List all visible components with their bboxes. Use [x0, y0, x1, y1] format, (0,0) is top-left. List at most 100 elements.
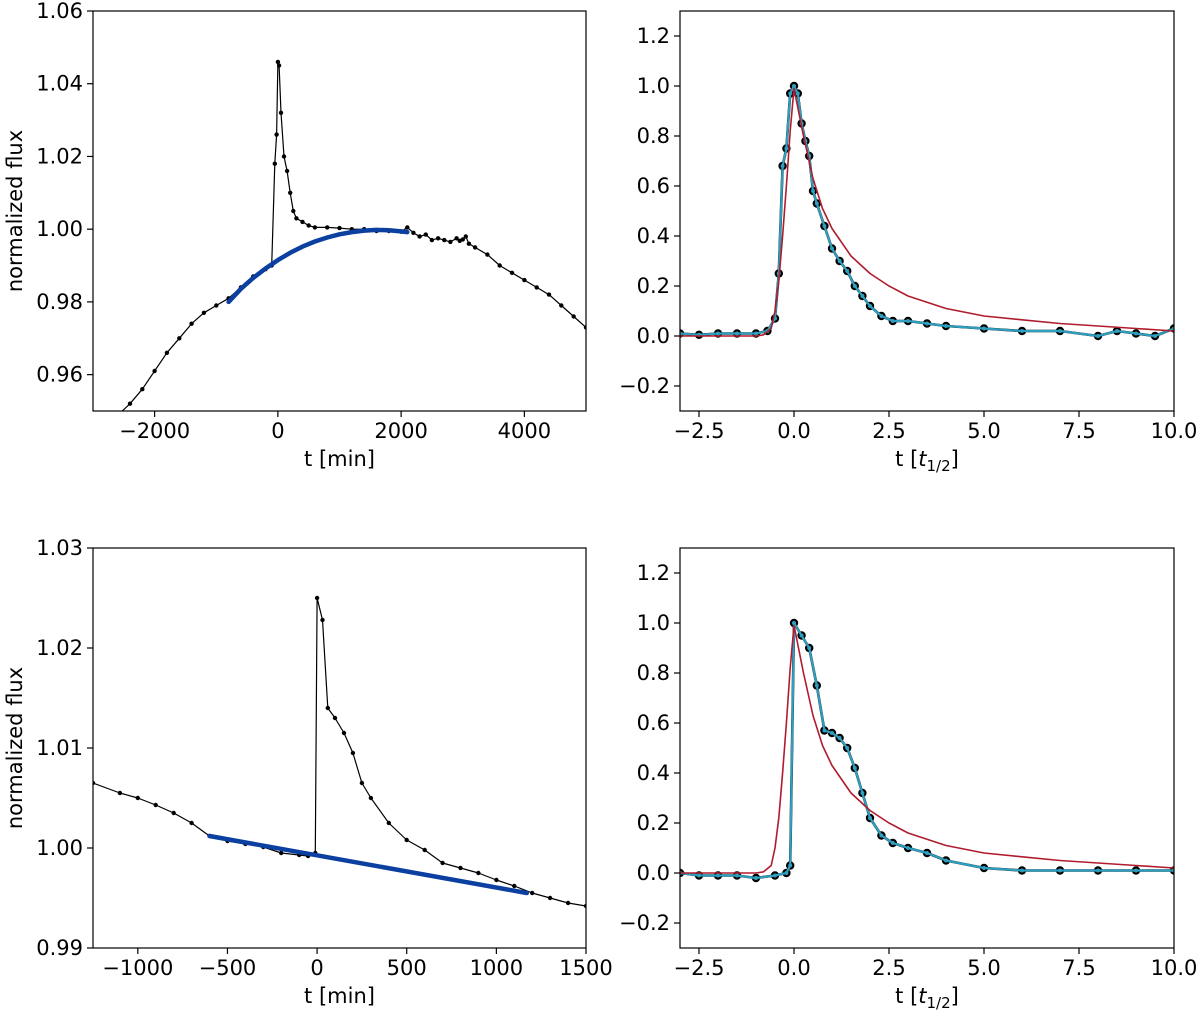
data-point — [386, 820, 391, 826]
data-point — [405, 225, 410, 230]
smoothed-point — [837, 259, 842, 263]
data-point — [512, 883, 517, 889]
smoothed-point — [1096, 334, 1100, 338]
x-axis-label: t [min] — [304, 984, 375, 1008]
data-point — [274, 132, 279, 137]
y-tick-label: 0.6 — [637, 174, 670, 198]
series-data — [680, 84, 1174, 338]
data-point — [284, 168, 290, 174]
smoothed-point — [1020, 329, 1024, 333]
data-point — [417, 234, 422, 239]
data-point — [300, 219, 305, 225]
smoothed-point — [1115, 329, 1119, 333]
data-point — [127, 401, 133, 406]
data-point — [153, 802, 158, 808]
data-point — [547, 895, 553, 901]
data-point — [140, 387, 145, 392]
smoothed-point — [1020, 868, 1024, 873]
smoothed-point — [906, 319, 910, 323]
x-tick-label: 2.5 — [872, 419, 905, 443]
y-axis-label: normalized flux — [3, 130, 27, 292]
x-tick-label: 0 — [271, 419, 284, 443]
smoothed-point — [830, 246, 834, 251]
data-point — [368, 795, 374, 801]
data-point — [112, 416, 116, 420]
data-point — [454, 236, 459, 241]
smoothed-point — [982, 866, 986, 870]
data-point — [272, 161, 277, 166]
data-point — [522, 277, 527, 283]
data-point — [152, 368, 157, 374]
smoothed-point — [890, 319, 895, 323]
smoothed-point — [925, 321, 929, 326]
x-axis-label: t [t1/2] — [895, 984, 959, 1012]
data-point — [337, 225, 342, 231]
data-point — [332, 715, 338, 721]
data-point — [164, 350, 170, 355]
data-point — [214, 303, 219, 308]
x-tick-label: −2.5 — [674, 956, 725, 980]
y-tick-label: 0.0 — [637, 861, 670, 885]
y-tick-label: 1.02 — [36, 144, 83, 168]
data-point — [320, 617, 325, 623]
smoothed-point — [792, 621, 796, 625]
series-smoothed — [680, 84, 1174, 338]
data-point — [314, 595, 320, 601]
data-point — [546, 292, 552, 297]
panel-top-right: −2.5 0.0 2.5 5.0 7.5 10.0 −0.2 0.0 0.2 0.4 0.6 0.8 1… — [619, 10, 1197, 475]
data-point — [278, 110, 284, 116]
data-point — [279, 850, 284, 856]
data-point — [411, 230, 416, 235]
data-point — [458, 865, 463, 871]
y-tick-label: 1.0 — [637, 74, 670, 98]
smoothed-point — [879, 833, 884, 838]
data-point — [312, 225, 318, 230]
y-tick-label: 0.98 — [36, 290, 83, 314]
data-point — [404, 837, 409, 843]
smoothed-point — [982, 326, 986, 331]
series-flare-template — [680, 624, 1174, 874]
data-point — [325, 705, 330, 711]
smoothed-point — [784, 871, 789, 875]
data-point — [341, 730, 347, 736]
x-tick-label: 10.0 — [1151, 956, 1198, 980]
smoothed-point — [906, 846, 910, 850]
data-point — [189, 321, 194, 326]
y-tick-label: 1.02 — [36, 636, 83, 660]
data-point — [201, 310, 207, 315]
axes-frame — [679, 10, 1175, 412]
smoothed-point — [852, 284, 857, 288]
smoothed-point — [716, 331, 720, 336]
x-tick-label: −500 — [199, 956, 257, 980]
y-tick-label: 1.03 — [36, 536, 83, 560]
y-tick-label: −0.2 — [619, 374, 670, 398]
smoothed-point — [799, 633, 804, 638]
smoothed-point — [1096, 868, 1100, 873]
x-axis-label: t [t1/2] — [895, 447, 959, 475]
smoothed-point — [879, 314, 884, 318]
smoothed-point — [814, 201, 819, 206]
smoothed-point — [868, 304, 872, 308]
y-tick-label: −0.2 — [619, 911, 670, 935]
data-point — [565, 900, 571, 906]
smoothed-point — [735, 873, 739, 878]
data-point — [472, 245, 478, 250]
y-tick-label: 0.96 — [36, 363, 83, 387]
data-point — [571, 314, 576, 319]
smoothed-point — [860, 294, 865, 298]
data-point — [559, 303, 564, 308]
data-point — [460, 237, 465, 242]
smoothed-point — [811, 189, 815, 193]
data-point — [294, 216, 299, 221]
data-point — [442, 237, 447, 243]
x-tick-label: 5.0 — [967, 956, 1000, 980]
smoothed-point — [845, 746, 850, 750]
smoothed-point — [773, 873, 777, 878]
data-point — [276, 63, 282, 68]
y-tick-label: 0.2 — [637, 811, 670, 835]
x-tick-label: 0.0 — [777, 956, 810, 980]
smoothed-point — [1153, 334, 1157, 338]
plot-area — [93, 595, 586, 909]
x-axis-label: t [min] — [304, 447, 375, 471]
